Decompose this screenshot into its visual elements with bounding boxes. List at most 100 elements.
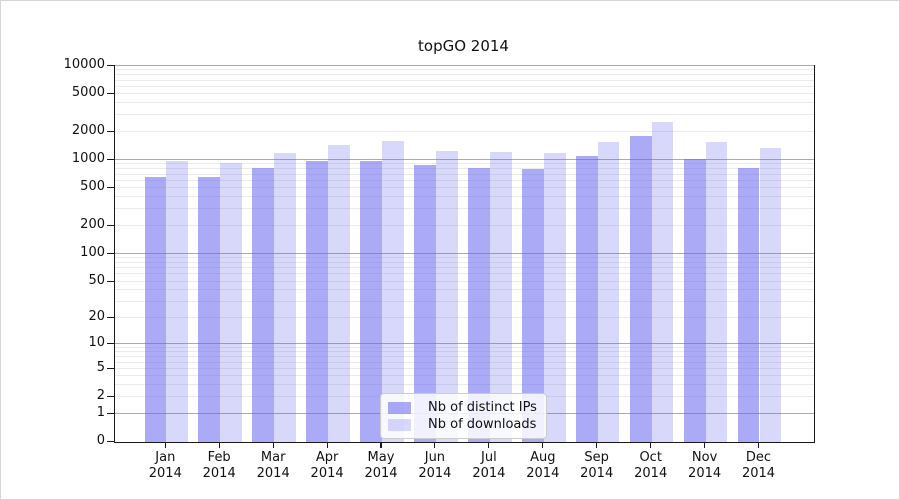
minor-gridline <box>115 351 814 353</box>
y-tick-label: 1000 <box>71 151 105 166</box>
x-tick-label-feb: Feb 2014 <box>202 450 236 481</box>
x-tick-mark <box>704 442 706 448</box>
minor-gridline <box>115 273 814 275</box>
y-tick-label: 10 <box>88 335 105 351</box>
bar-downloads-aug <box>543 152 566 442</box>
bar-distinct-ips-oct <box>629 136 652 442</box>
x-tick-mark <box>757 442 760 448</box>
y-tick-label: 500 <box>80 179 105 195</box>
y-tick-label: 200 <box>80 216 105 232</box>
x-tick-mark <box>488 442 490 448</box>
minor-gridline <box>115 208 814 209</box>
minor-gridline <box>115 168 814 170</box>
minor-gridline <box>115 280 814 282</box>
x-tick-label-jun: Jun 2014 <box>418 450 452 481</box>
minor-gridline <box>115 85 814 87</box>
minor-gridline <box>115 187 814 189</box>
minor-gridline <box>115 114 814 116</box>
y-tick-label: 5000 <box>71 85 105 101</box>
minor-gridline <box>115 256 814 258</box>
bar-distinct-ips-dec <box>737 168 760 442</box>
minor-gridline <box>115 69 814 71</box>
legend-item-downloads: Nb of downloads <box>381 416 546 433</box>
x-tick-mark <box>434 442 436 448</box>
major-gridline <box>115 65 814 66</box>
bar-downloads-jan <box>166 160 189 442</box>
bar-distinct-ips-jan <box>144 176 167 442</box>
x-tick-label-jan: Jan 2014 <box>148 450 182 481</box>
y-tick-label: 100 <box>80 244 105 260</box>
minor-gridline <box>115 267 814 268</box>
bar-downloads-jun <box>435 150 458 442</box>
y-tick-mark <box>107 65 114 67</box>
minor-gridline <box>115 300 814 302</box>
legend-item-distinct-ips: Nb of distinct IPs <box>381 399 546 416</box>
minor-gridline <box>115 367 814 369</box>
minor-gridline <box>115 196 814 198</box>
y-tick-mark <box>107 130 114 132</box>
minor-gridline <box>115 173 814 175</box>
bar-distinct-ips-sep <box>575 156 598 442</box>
bar-distinct-ips-nov <box>683 158 706 442</box>
minor-gridline <box>115 356 814 358</box>
bar-distinct-ips-jun <box>414 164 436 442</box>
legend-swatch-downloads <box>388 418 411 431</box>
minor-gridline <box>115 79 814 81</box>
bar-downloads-oct <box>651 122 674 442</box>
minor-gridline <box>115 347 814 348</box>
y-tick-label: 5 <box>96 359 105 375</box>
legend-swatch-distinct-ips <box>388 401 411 414</box>
bar-downloads-feb <box>220 162 242 442</box>
x-tick-mark <box>542 442 544 448</box>
chart-title: topGO 2014 <box>418 37 509 55</box>
bar-downloads-nov <box>705 142 728 442</box>
y-tick-label: 10000 <box>63 57 105 72</box>
minor-gridline <box>115 375 814 377</box>
minor-gridline <box>115 93 814 95</box>
bar-distinct-ips-feb <box>198 176 221 442</box>
x-tick-mark <box>164 442 166 448</box>
y-tick-mark <box>107 396 114 398</box>
bar-downloads-jul <box>489 152 512 442</box>
minor-gridline <box>115 179 814 181</box>
minor-gridline <box>115 102 814 104</box>
legend: Nb of distinct IPs Nb of downloads <box>380 393 547 439</box>
y-tick-label: 2 <box>96 388 105 404</box>
bar-downloads-dec <box>759 148 782 442</box>
y-tick-mark <box>107 224 114 226</box>
x-tick-label-sep: Sep 2014 <box>580 450 614 481</box>
bar-distinct-ips-jul <box>468 168 490 442</box>
x-tick-mark <box>380 442 382 448</box>
y-tick-label: 20 <box>88 308 105 324</box>
y-tick-mark <box>107 343 114 345</box>
x-tick-label-apr: Apr 2014 <box>310 450 344 481</box>
y-tick-label: 1 <box>96 404 105 420</box>
x-tick-label-aug: Aug 2014 <box>526 450 560 481</box>
x-tick-label-jul: Jul 2014 <box>472 450 506 481</box>
y-tick-mark <box>107 252 114 254</box>
minor-gridline <box>115 130 814 132</box>
major-gridline <box>115 252 814 254</box>
x-tick-label-oct: Oct 2014 <box>634 450 668 481</box>
minor-gridline <box>115 163 814 165</box>
y-tick-label: 2000 <box>71 122 105 138</box>
y-tick-mark <box>107 187 114 189</box>
x-tick-label-dec: Dec 2014 <box>741 450 776 481</box>
bar-downloads-sep <box>597 142 620 442</box>
major-gridline <box>115 159 814 160</box>
y-tick-label: 0 <box>96 433 105 448</box>
x-tick-mark <box>650 442 652 448</box>
bar-distinct-ips-apr <box>306 161 329 442</box>
y-tick-mark <box>107 280 114 282</box>
x-tick-label-may: May 2014 <box>364 450 398 481</box>
minor-gridline <box>115 316 814 318</box>
x-tick-mark <box>596 442 598 448</box>
x-tick-mark <box>218 442 220 448</box>
legend-label: Nb of distinct IPs <box>428 400 537 415</box>
y-tick-mark <box>107 412 114 414</box>
y-tick-mark <box>107 159 114 161</box>
bar-distinct-ips-aug <box>522 169 544 442</box>
bar-downloads-apr <box>328 144 350 442</box>
plot-area: Nb of distinct IPs Nb of downloads <box>114 65 815 443</box>
